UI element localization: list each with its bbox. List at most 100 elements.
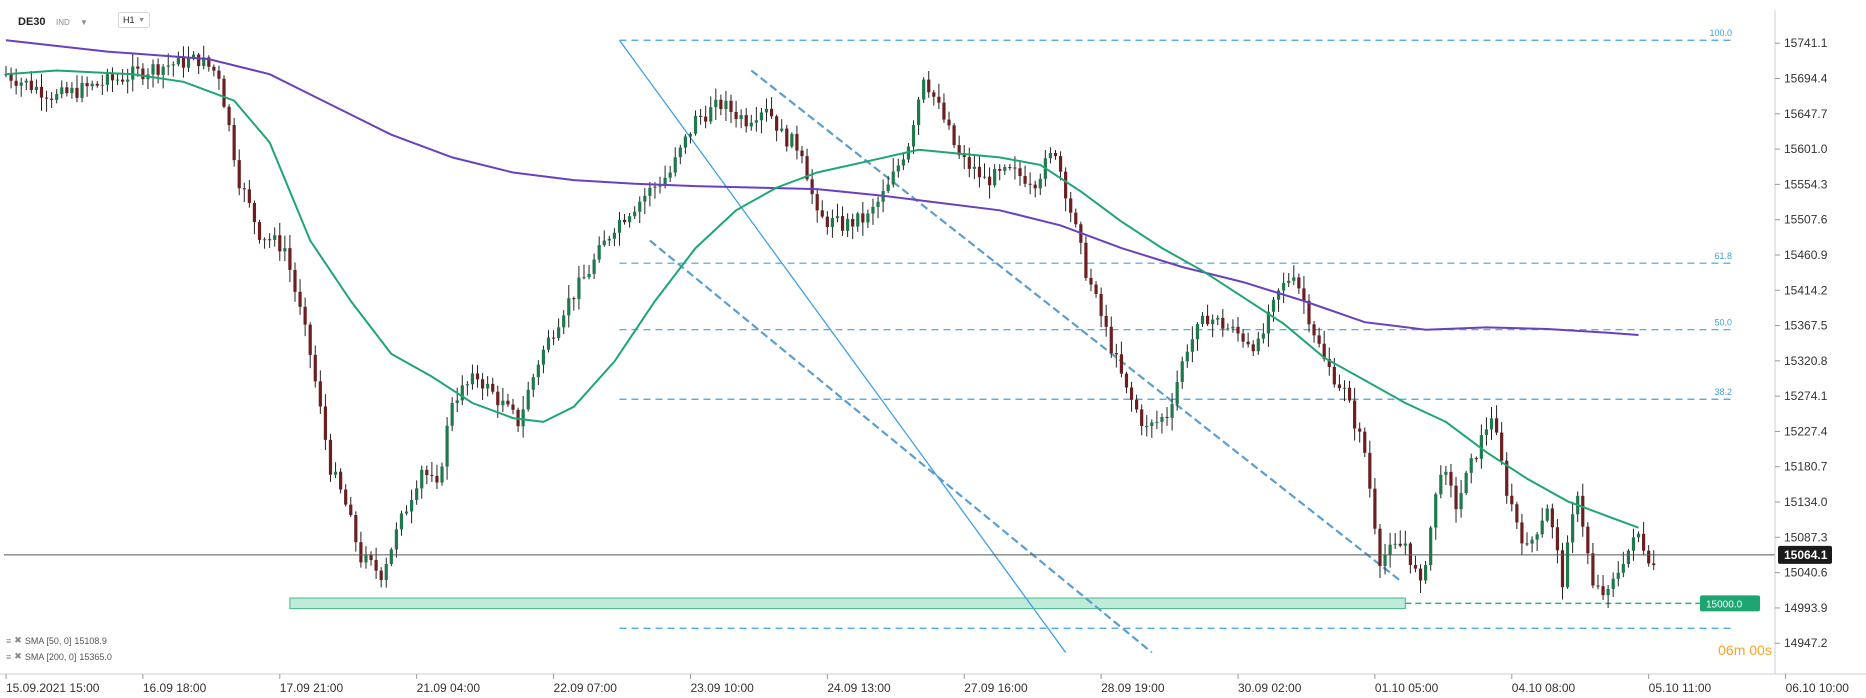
candle-body bbox=[531, 377, 535, 390]
candle-body bbox=[242, 188, 246, 190]
candle-body bbox=[1089, 277, 1093, 285]
candle-body bbox=[354, 515, 358, 543]
candle-body bbox=[496, 391, 500, 406]
candle-body bbox=[1246, 341, 1250, 345]
candle-body bbox=[1631, 537, 1636, 551]
candle-body bbox=[592, 259, 596, 274]
candle-body bbox=[303, 306, 307, 325]
candle-body bbox=[1195, 324, 1200, 340]
candle-body bbox=[1647, 550, 1651, 564]
candle-body bbox=[75, 87, 79, 98]
close-icon[interactable]: ✖ bbox=[14, 635, 22, 645]
candle-body bbox=[318, 381, 322, 407]
candle-body bbox=[1591, 553, 1595, 586]
candle-body bbox=[1545, 508, 1549, 521]
y-tick-label: 15040.6 bbox=[1784, 566, 1828, 580]
y-tick-label: 15694.4 bbox=[1784, 71, 1828, 85]
candle-body bbox=[917, 99, 921, 126]
candle-body bbox=[1581, 495, 1585, 527]
candle-body bbox=[1317, 335, 1321, 344]
x-tick-label: 16.09 18:00 bbox=[143, 681, 207, 695]
settings-icon[interactable]: ≡ bbox=[6, 635, 12, 646]
candle-body bbox=[526, 389, 530, 410]
legend-sma50[interactable]: ≡ ✖ SMA [50, 0] 15108.9 bbox=[6, 635, 107, 646]
candle-body bbox=[1135, 399, 1139, 410]
candle-body bbox=[1515, 504, 1519, 523]
candle-body bbox=[1236, 326, 1240, 334]
candle-body bbox=[658, 185, 662, 187]
y-tick-label: 15367.5 bbox=[1784, 319, 1828, 333]
candle-body bbox=[475, 373, 480, 380]
candlestick-series bbox=[4, 45, 1656, 608]
candle-body bbox=[1302, 288, 1306, 301]
candle-body bbox=[1358, 428, 1362, 432]
candle-body bbox=[232, 125, 236, 161]
symbol-label[interactable]: DE30 bbox=[18, 16, 46, 28]
candle-body bbox=[1337, 384, 1342, 389]
candle-body bbox=[947, 119, 951, 126]
candle-body bbox=[1109, 326, 1113, 354]
candle-body bbox=[998, 168, 1002, 171]
candle-body bbox=[1190, 339, 1194, 352]
candle-body bbox=[1535, 534, 1539, 540]
candle-body bbox=[222, 78, 226, 107]
candle-body bbox=[866, 213, 870, 223]
candle-body bbox=[1155, 421, 1159, 423]
candle-body bbox=[1104, 315, 1108, 327]
candle-body bbox=[577, 277, 581, 299]
y-tick-label: 15601.0 bbox=[1784, 142, 1828, 156]
candle-body bbox=[9, 74, 13, 81]
candle-body bbox=[217, 70, 221, 79]
candle-body bbox=[374, 560, 378, 571]
candle-body bbox=[1053, 153, 1058, 157]
settings-icon[interactable]: ≡ bbox=[6, 651, 12, 662]
candle-body bbox=[60, 87, 64, 95]
candle-body bbox=[587, 273, 591, 278]
candle-body bbox=[323, 406, 328, 440]
y-tick-label: 15274.1 bbox=[1784, 389, 1828, 403]
countdown-timer: 06m 00s bbox=[1718, 642, 1772, 658]
candle-body bbox=[1434, 494, 1438, 528]
timeframe-selector[interactable]: H1 ▼ bbox=[118, 12, 150, 28]
candle-body bbox=[1347, 387, 1352, 401]
candle-body bbox=[237, 160, 241, 189]
chevron-down-icon[interactable]: ▼ bbox=[80, 17, 88, 27]
candle-body bbox=[44, 97, 49, 99]
candle-body bbox=[1560, 550, 1565, 588]
candle-body bbox=[1505, 460, 1509, 496]
candle-body bbox=[1616, 572, 1620, 579]
candle-body bbox=[161, 66, 165, 75]
candle-body bbox=[846, 218, 850, 231]
candle-body bbox=[1606, 588, 1610, 596]
candle-body bbox=[993, 168, 997, 186]
y-tick-label: 15507.6 bbox=[1784, 213, 1828, 227]
candle-body bbox=[1332, 366, 1336, 385]
candle-body bbox=[780, 128, 784, 131]
x-tick-label: 06.10 10:00 bbox=[1786, 681, 1850, 695]
candle-body bbox=[764, 108, 769, 113]
support-zone-layer bbox=[289, 597, 1700, 610]
x-tick-label: 21.09 04:00 bbox=[417, 681, 481, 695]
candle-body bbox=[197, 54, 201, 67]
channel-upper-line bbox=[750, 69, 1401, 582]
candle-body bbox=[622, 219, 627, 223]
candle-body bbox=[1353, 400, 1357, 429]
sma200-line bbox=[5, 39, 1639, 336]
candle-body bbox=[1444, 471, 1448, 475]
candle-body bbox=[1033, 184, 1037, 189]
candle-body bbox=[425, 469, 429, 475]
candle-body bbox=[1454, 485, 1458, 510]
close-icon[interactable]: ✖ bbox=[14, 651, 22, 661]
candle-body bbox=[85, 82, 89, 87]
candle-body bbox=[65, 87, 69, 94]
last-price-badge-text: 15064.1 bbox=[1784, 548, 1828, 562]
timeframe-value: H1 bbox=[123, 15, 135, 25]
candle-body bbox=[775, 116, 779, 131]
candle-body bbox=[1292, 277, 1296, 281]
candle-body bbox=[14, 80, 18, 86]
legend-sma200[interactable]: ≡ ✖ SMA [200, 0] 15365.0 bbox=[6, 651, 112, 662]
candle-body bbox=[795, 133, 799, 151]
candle-body bbox=[1297, 277, 1301, 289]
candle-body bbox=[1261, 333, 1265, 339]
